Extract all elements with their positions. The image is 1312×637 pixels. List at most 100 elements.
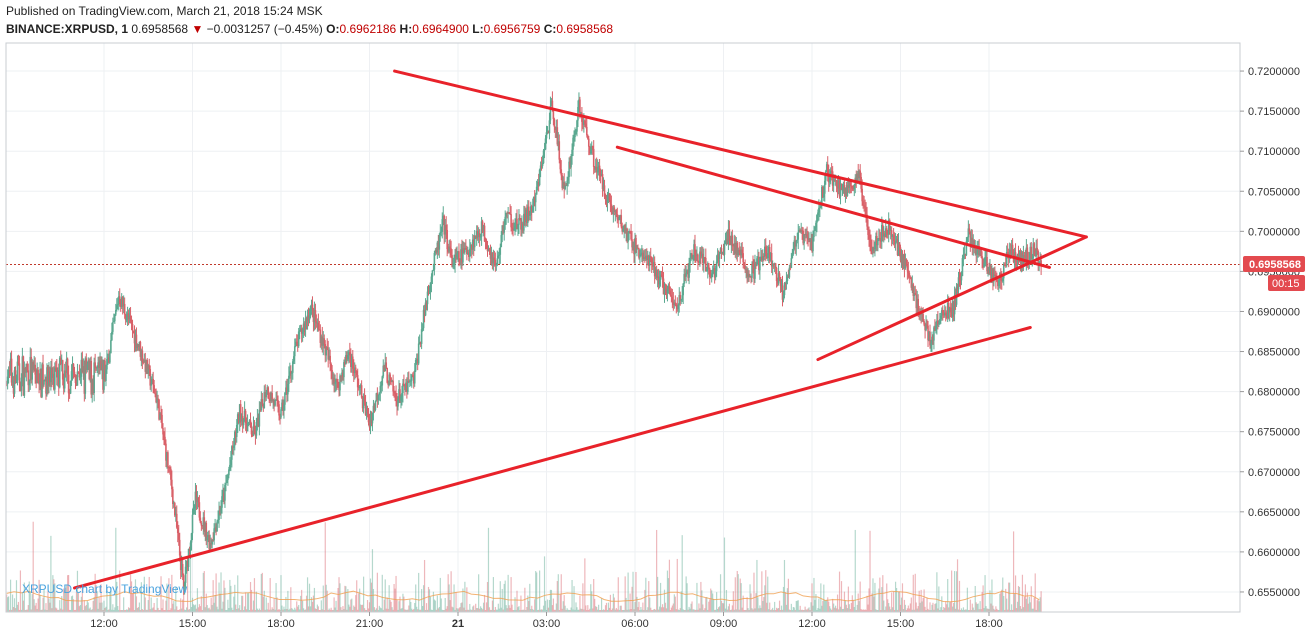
volume-bar: [718, 606, 721, 612]
candle-body: [651, 263, 654, 267]
candle-body: [827, 174, 830, 183]
volume-bar: [225, 609, 227, 612]
volume-bar: [500, 607, 502, 612]
candle-body: [558, 141, 561, 160]
volume-bar: [807, 608, 809, 612]
candle-body: [472, 239, 475, 248]
candle-body: [437, 242, 440, 250]
volume-bar: [741, 607, 743, 612]
candle-body: [500, 235, 503, 248]
candle-body: [749, 275, 751, 278]
candle-body: [21, 356, 24, 378]
volume-bar: [710, 588, 712, 612]
candle-body: [765, 253, 768, 258]
trendline[interactable]: [615, 145, 1051, 269]
candle-body: [139, 341, 142, 357]
candle-body: [222, 493, 224, 497]
volume-bar: [89, 607, 91, 612]
candle-body: [516, 218, 518, 229]
candle-body: [1002, 264, 1005, 279]
volume-bar: [679, 608, 681, 612]
volume-bar: [901, 583, 904, 612]
volume-bar: [791, 609, 793, 612]
volume-bar: [563, 595, 565, 612]
candle-body: [324, 344, 327, 356]
time-axis[interactable]: 12:00 15:00 18:00 21:00 21 03:00 06:00 09:00 12:…: [90, 612, 1003, 630]
volume-bar: [613, 597, 615, 612]
volume-bar: [458, 608, 460, 612]
candle-body: [594, 166, 597, 170]
candle-body: [273, 399, 275, 406]
volume-bar: [174, 609, 176, 612]
candle-body: [592, 148, 595, 167]
watermark-text[interactable]: XRPUSD chart by TradingView: [22, 582, 188, 596]
volume-bar: [280, 575, 282, 612]
volume-bar: [124, 610, 126, 612]
candle-body: [1026, 247, 1029, 261]
open-value: 0.6962186: [339, 22, 397, 36]
candle-body: [370, 419, 373, 424]
volume-bar: [125, 609, 127, 612]
trendline[interactable]: [73, 326, 1032, 590]
volume-bar: [795, 601, 797, 612]
candle-body: [897, 242, 900, 256]
candle-body: [941, 310, 943, 316]
candle-body: [527, 206, 529, 223]
candle-body: [633, 246, 635, 255]
volume-bar: [945, 601, 947, 612]
candle-body: [967, 228, 970, 238]
volume-bar: [988, 609, 990, 612]
candle-body: [681, 295, 683, 300]
candle-body: [757, 256, 759, 259]
candle-body: [945, 313, 948, 318]
candle-body: [750, 275, 752, 278]
trendline[interactable]: [816, 235, 1088, 362]
candle-body: [675, 304, 678, 306]
volume-bar: [371, 549, 374, 612]
volume-bar: [106, 586, 108, 612]
volume-bar: [700, 581, 702, 612]
candle-body: [888, 219, 891, 231]
volume-bar: [59, 600, 61, 612]
x-tick-label: 06:00: [621, 618, 649, 630]
trendline[interactable]: [393, 69, 1088, 239]
price-axis[interactable]: 0.72000000.71500000.71000000.70500000.70…: [1240, 66, 1300, 599]
volume-bar: [425, 603, 428, 612]
volume-bar: [738, 609, 740, 612]
volume-bar: [275, 583, 277, 612]
trendlines[interactable]: [73, 69, 1088, 590]
volume-bar: [131, 593, 134, 612]
candle-body: [790, 258, 793, 268]
candle-body: [202, 517, 205, 526]
candle-body: [464, 248, 466, 253]
volume-bar: [363, 608, 366, 612]
volume-bar: [332, 609, 334, 612]
candle-body: [385, 362, 388, 369]
candle-body: [688, 263, 690, 278]
volume-bar: [102, 609, 104, 612]
candle-body: [41, 364, 43, 397]
volume-bar: [118, 609, 120, 612]
candle-body: [188, 548, 191, 551]
volume-bar: [619, 605, 621, 612]
candle-body: [742, 253, 744, 263]
volume-bar: [828, 601, 830, 612]
volume-bar: [14, 608, 17, 612]
volume-bar: [579, 595, 581, 612]
candle-body: [382, 365, 385, 377]
volume-bar: [440, 598, 442, 612]
candle-body: [10, 358, 13, 383]
candle-body: [288, 375, 290, 384]
volume-bar: [454, 609, 456, 612]
candle-body: [325, 346, 328, 356]
volume-bar: [358, 593, 360, 612]
candle-body: [869, 239, 871, 243]
candle-body: [211, 540, 213, 545]
volume-bar: [658, 609, 660, 612]
volume-bar: [603, 609, 606, 612]
y-tick-label: 0.6900000: [1248, 306, 1300, 318]
volume-bar: [706, 596, 708, 612]
candle-body: [691, 253, 693, 258]
candle-body: [503, 224, 506, 233]
